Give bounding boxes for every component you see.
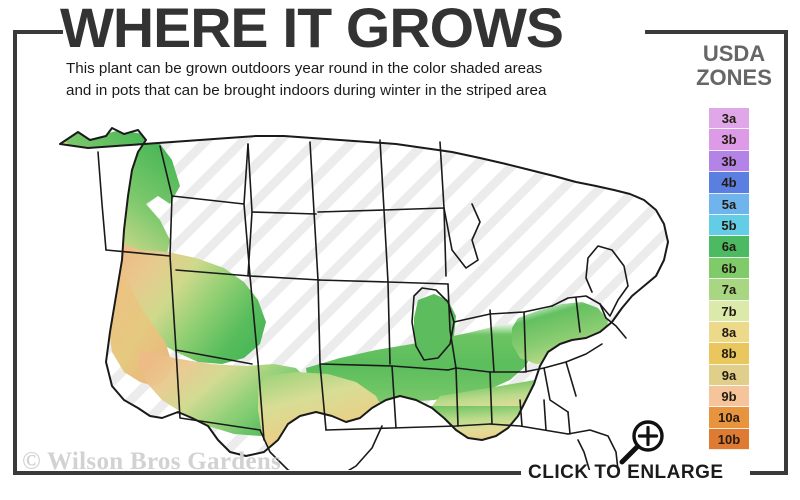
- watermark-copyright: © Wilson Bros Gardens: [22, 448, 282, 475]
- magnifier-plus-icon[interactable]: [617, 418, 669, 466]
- page-title: WHERE IT GROWS: [60, 0, 564, 59]
- legend-title-line-2: ZONES: [696, 65, 772, 90]
- legend-zone-6b[interactable]: 6b: [709, 257, 749, 280]
- map-container[interactable]: [20, 100, 680, 470]
- subtitle-line-2: and in pots that can be brought indoors …: [66, 82, 547, 99]
- legend-title: USDA ZONES: [678, 42, 790, 90]
- legend-zone-8a[interactable]: 8a: [709, 321, 749, 344]
- state-boundaries: [59, 127, 669, 470]
- legend-zone-3b-2[interactable]: 3b: [709, 150, 749, 173]
- legend-zone-7a[interactable]: 7a: [709, 279, 749, 301]
- legend-zone-strip[interactable]: 3a 3b 3b 4b 5a 5b 6a 6b 7a 7b 8a 8b 9a 9b 10a 10b: [709, 108, 749, 451]
- frame-border-bottom-left: [13, 471, 521, 475]
- legend-zone-4b[interactable]: 4b: [709, 172, 749, 194]
- usda-zone-map-svg[interactable]: [20, 100, 680, 470]
- legend-zone-8b[interactable]: 8b: [709, 343, 749, 365]
- legend-zone-3b-1[interactable]: 3b: [709, 129, 749, 151]
- region-michigan: [414, 294, 456, 360]
- legend-zone-10a[interactable]: 10a: [709, 407, 749, 429]
- legend-zone-3a[interactable]: 3a: [709, 108, 749, 130]
- legend-zone-6a[interactable]: 6a: [709, 236, 749, 258]
- subtitle-line-1: This plant can be grown outdoors year ro…: [66, 60, 543, 77]
- frame-border-bottom-right: [750, 471, 788, 475]
- legend-zone-10b[interactable]: 10b: [709, 428, 749, 451]
- frame-border-right: [784, 30, 788, 475]
- click-to-enlarge-label[interactable]: CLICK TO ENLARGE: [528, 462, 724, 483]
- legend-zone-5a[interactable]: 5a: [709, 193, 749, 215]
- frame-border-top-left: [13, 30, 63, 34]
- region-midwest: [306, 322, 534, 402]
- legend-zone-5b[interactable]: 5b: [709, 214, 749, 237]
- legend-zone-9a[interactable]: 9a: [709, 364, 749, 387]
- legend-zone-7b[interactable]: 7b: [709, 300, 749, 322]
- legend-zone-9b[interactable]: 9b: [709, 386, 749, 408]
- frame-border-top-right: [645, 30, 788, 34]
- legend-title-line-1: USDA: [702, 41, 766, 66]
- page-subtitle: This plant can be grown outdoors year ro…: [66, 58, 636, 102]
- frame-border-left: [13, 30, 17, 475]
